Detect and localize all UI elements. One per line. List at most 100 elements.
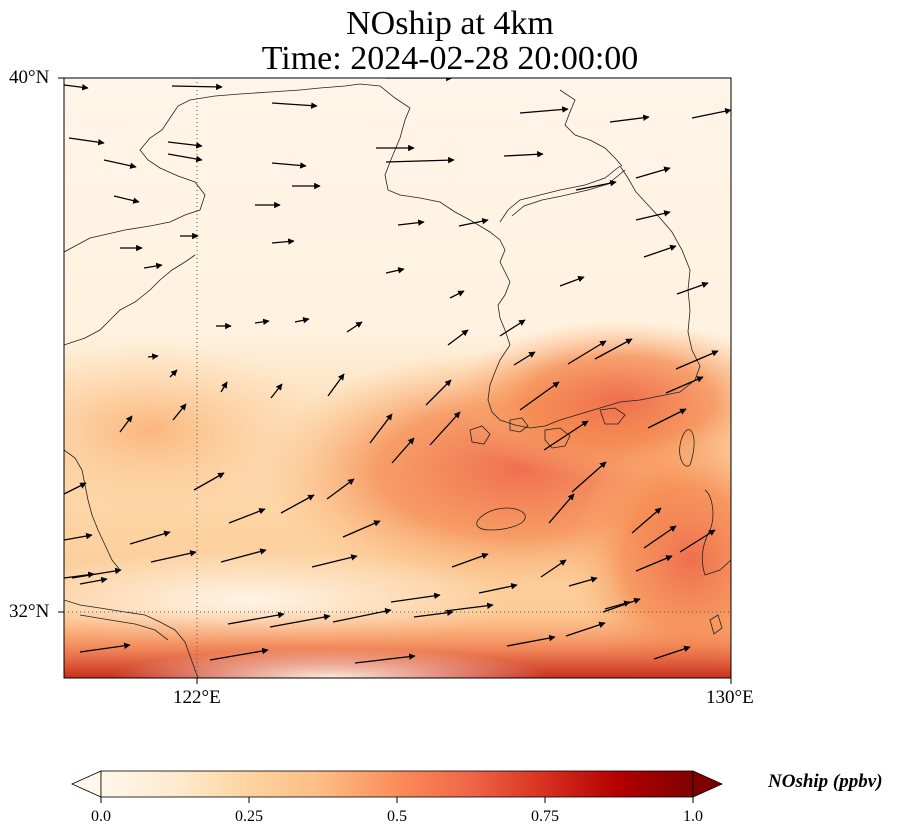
cb-label-025: 0.25 bbox=[235, 808, 263, 825]
wind-arrow bbox=[503, 151, 544, 158]
wind-arrow bbox=[143, 262, 163, 270]
cb-label-05: 0.5 bbox=[387, 808, 407, 825]
lon-label-130e: 130°E bbox=[706, 687, 754, 708]
wind-arrow bbox=[271, 102, 318, 109]
wind-arrow bbox=[311, 554, 358, 568]
wind-arrow bbox=[354, 653, 416, 664]
wind-arrow bbox=[665, 376, 704, 394]
lat-label-40n: 40°N bbox=[9, 67, 50, 88]
wind-arrow bbox=[691, 107, 731, 119]
wind-arrow bbox=[413, 609, 454, 618]
wind-arrow bbox=[548, 493, 575, 524]
wind-arrow bbox=[150, 550, 197, 563]
colorbar-label: NOship (ppbv) bbox=[768, 771, 883, 792]
wind-arrow bbox=[64, 532, 93, 541]
wind-arrow bbox=[147, 353, 159, 360]
wind-arrow bbox=[602, 597, 641, 613]
wind-arrow bbox=[79, 642, 131, 653]
wind-arrow bbox=[506, 634, 556, 647]
cb-label-075: 0.75 bbox=[531, 808, 559, 825]
colorbar-extend-high bbox=[692, 770, 723, 798]
wind-arrow bbox=[193, 472, 225, 491]
lon-label-122e: 122°E bbox=[173, 687, 221, 708]
wind-arrow bbox=[397, 219, 425, 226]
wind-arrow bbox=[609, 114, 650, 123]
wind-arrow bbox=[635, 210, 671, 221]
colorbar-extend-low bbox=[71, 770, 102, 798]
wind-arrow bbox=[559, 276, 585, 287]
wind-arrow bbox=[513, 351, 536, 366]
wind-arrow bbox=[269, 613, 331, 628]
wind-arrow bbox=[227, 611, 285, 625]
wind-arrow bbox=[167, 153, 203, 163]
wind-arrow bbox=[604, 600, 631, 610]
wind-arrow bbox=[391, 437, 415, 464]
wind-arrow bbox=[332, 608, 392, 623]
wind-arrow bbox=[675, 350, 719, 370]
wind-arrow bbox=[346, 321, 363, 333]
wind-arrow bbox=[543, 420, 589, 451]
wind-arrow bbox=[270, 383, 283, 399]
wind-arrow bbox=[119, 415, 133, 433]
wind-arrow bbox=[342, 520, 381, 538]
wind-arrow bbox=[271, 238, 295, 245]
wind-arrow bbox=[567, 340, 607, 365]
wind-arrow bbox=[499, 319, 526, 337]
wind-arrow bbox=[425, 379, 452, 406]
wind-arrow bbox=[451, 552, 489, 568]
wind-arrow bbox=[220, 548, 267, 563]
lat-label-32n: 32°N bbox=[9, 601, 50, 622]
wind-arrow bbox=[571, 461, 607, 493]
wind-arrow bbox=[568, 576, 598, 587]
wind-arrow bbox=[676, 281, 709, 295]
map-title-variable: NOship at 4km bbox=[346, 5, 554, 42]
wind-arrow bbox=[79, 576, 108, 585]
wind-vectors bbox=[64, 78, 731, 664]
wind-arrow bbox=[679, 529, 716, 553]
wind-arrow bbox=[129, 530, 171, 545]
wind-arrow bbox=[385, 156, 455, 164]
wind-arrow bbox=[169, 369, 178, 378]
wind-arrow bbox=[458, 218, 489, 227]
wind-arrow bbox=[71, 567, 122, 579]
wind-arrow bbox=[565, 621, 606, 637]
wind-arrow bbox=[647, 408, 687, 429]
wind-arrow bbox=[447, 329, 469, 346]
wind-arrow bbox=[369, 413, 393, 444]
wind-arrow bbox=[254, 318, 270, 326]
wind-arrow bbox=[167, 141, 203, 149]
wind-arrow bbox=[294, 317, 310, 324]
wind-arrow bbox=[449, 290, 465, 299]
wind-arrow bbox=[68, 137, 105, 146]
cb-label-0: 0.0 bbox=[91, 808, 111, 825]
wind-arrow bbox=[635, 555, 673, 572]
wind-arrow bbox=[228, 508, 266, 524]
wind-arrow bbox=[635, 166, 671, 179]
concentration-field bbox=[64, 78, 731, 678]
wind-arrow bbox=[519, 106, 569, 114]
wind-arrow bbox=[594, 338, 633, 360]
wind-arrow bbox=[643, 244, 677, 258]
wind-arrow bbox=[271, 162, 307, 169]
wind-arrow bbox=[172, 403, 187, 421]
wind-arrow bbox=[64, 84, 89, 91]
map-title-time: Time: 2024-02-28 20:00:00 bbox=[261, 40, 639, 77]
wind-arrow bbox=[113, 195, 140, 204]
wind-arrow bbox=[171, 83, 223, 91]
wind-arrow bbox=[631, 507, 662, 534]
wind-arrow bbox=[326, 478, 355, 500]
colorbar-gradient bbox=[101, 771, 693, 797]
wind-arrow bbox=[519, 381, 560, 411]
wind-arrow bbox=[643, 525, 677, 549]
wind-arrow bbox=[220, 381, 228, 393]
wind-arrow bbox=[385, 267, 405, 274]
wind-arrow bbox=[540, 559, 567, 578]
wind-arrow bbox=[478, 583, 518, 594]
wind-arrow bbox=[209, 647, 269, 661]
cb-label-1: 1.0 bbox=[683, 808, 703, 825]
wind-arrow bbox=[64, 482, 87, 495]
wind-arrow bbox=[103, 159, 137, 169]
wind-arrow bbox=[575, 179, 617, 191]
